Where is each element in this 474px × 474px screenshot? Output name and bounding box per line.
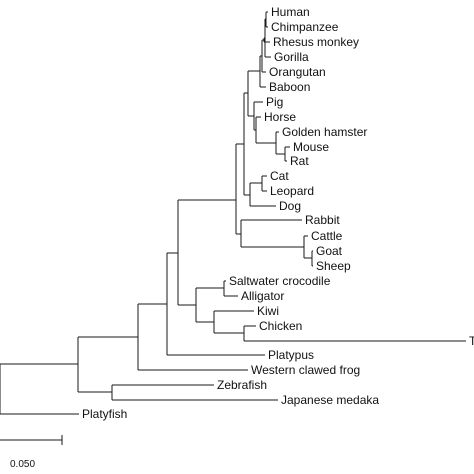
leaf-label-golden-hamster: Golden hamster xyxy=(282,125,367,139)
scale-bar: 0.050 xyxy=(0,435,63,470)
leaf-label-orangutan: Orangutan xyxy=(269,65,326,79)
leaf-label-dog: Dog xyxy=(279,199,301,213)
leaf-label-cattle: Cattle xyxy=(311,229,343,243)
leaf-label-truncated: Ti xyxy=(469,334,474,348)
leaf-label-western-clawed-frog: Western clawed frog xyxy=(251,363,360,377)
leaf-label-gorilla: Gorilla xyxy=(274,50,309,64)
leaf-label-human: Human xyxy=(271,5,310,19)
leaf-label-rhesus-monkey: Rhesus monkey xyxy=(273,35,359,49)
leaf-label-sheep: Sheep xyxy=(316,259,351,273)
leaf-label-alligator: Alligator xyxy=(241,289,284,303)
leaf-label-kiwi: Kiwi xyxy=(257,304,279,318)
leaf-label-goat: Goat xyxy=(316,244,343,258)
leaf-label-saltwater-crocodile: Saltwater crocodile xyxy=(229,274,331,288)
leaf-label-rabbit: Rabbit xyxy=(305,213,340,227)
leaf-label-chicken: Chicken xyxy=(259,319,302,333)
leaf-label-baboon: Baboon xyxy=(269,80,310,94)
leaf-label-cat: Cat xyxy=(270,169,289,183)
leaf-label-rat: Rat xyxy=(290,154,309,168)
leaf-label-platypus: Platypus xyxy=(268,348,314,362)
leaf-label-mouse: Mouse xyxy=(293,140,329,154)
leaf-label-zebrafish: Zebrafish xyxy=(217,378,267,392)
leaf-label-leopard: Leopard xyxy=(270,184,314,198)
tree-branches xyxy=(0,11,466,415)
leaf-label-chimpanzee: Chimpanzee xyxy=(271,20,339,34)
scale-bar-label: 0.050 xyxy=(10,459,35,470)
leaf-label-horse: Horse xyxy=(264,110,296,124)
leaf-label-platyfish: Platyfish xyxy=(82,407,127,421)
leaf-label-japanese-medaka: Japanese medaka xyxy=(281,393,379,407)
leaf-label-pig: Pig xyxy=(266,95,283,109)
